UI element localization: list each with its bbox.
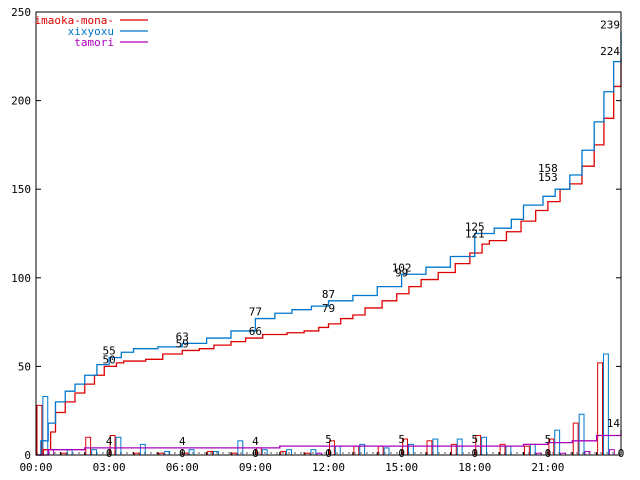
y-tick-label: 100 [11,272,31,285]
series-line [36,31,622,456]
series-lines [36,31,622,456]
y-axis: 0 50 100 150 200 250 [11,6,621,462]
data-label: 224 [600,45,620,58]
data-label: 4 [106,435,113,448]
data-label: 63 [176,330,189,343]
data-label: 121 [465,228,485,241]
data-label: 125 [465,221,485,234]
data-label: 5 [471,433,478,446]
data-label: 4 [179,435,186,448]
x-axis: 00:00 03:00 06:00 09:00 12:00 15:00 18:00 21:00 [19,449,622,474]
legend-label: xixyoxu [68,25,114,38]
x-tick-label: 00:00 [19,461,52,474]
series-line [36,58,622,456]
data-label: 50 [103,353,116,366]
legend-label: tamori [74,36,114,49]
data-label: 99 [395,267,408,280]
data-label: 87 [322,288,335,301]
x-tick-label: 15:00 [385,461,418,474]
data-label: 5 [325,433,332,446]
data-label: 158 [538,162,558,175]
x-tick-label: 12:00 [312,461,345,474]
data-label: 4 [252,435,259,448]
x-tick-label: 03:00 [93,461,126,474]
data-label: 55 [103,345,116,358]
x-tick-label: 18:00 [458,461,491,474]
y-tick-label: 50 [18,360,31,373]
y-tick-label: 250 [11,6,31,19]
data-label: 102 [392,261,412,274]
data-label: 5 [545,433,552,446]
legend-label: imaoka-mona- [35,14,114,27]
data-label: 66 [249,325,262,338]
series-line [36,430,622,456]
data-label: 153 [538,171,558,184]
data-label: 5 [398,433,405,446]
data-label: 14 [607,417,621,430]
data-label: 79 [322,302,335,315]
y-tick-label: 0 [24,449,31,462]
x-tick-label: 21:00 [531,461,564,474]
y-tick-label: 200 [11,95,31,108]
data-label: 239 [600,18,620,31]
y-tick-label: 150 [11,183,31,196]
data-label: 59 [176,337,189,350]
data-label: 77 [249,306,262,319]
x-tick-label: 09:00 [239,461,272,474]
x-tick-label: 06:00 [166,461,199,474]
